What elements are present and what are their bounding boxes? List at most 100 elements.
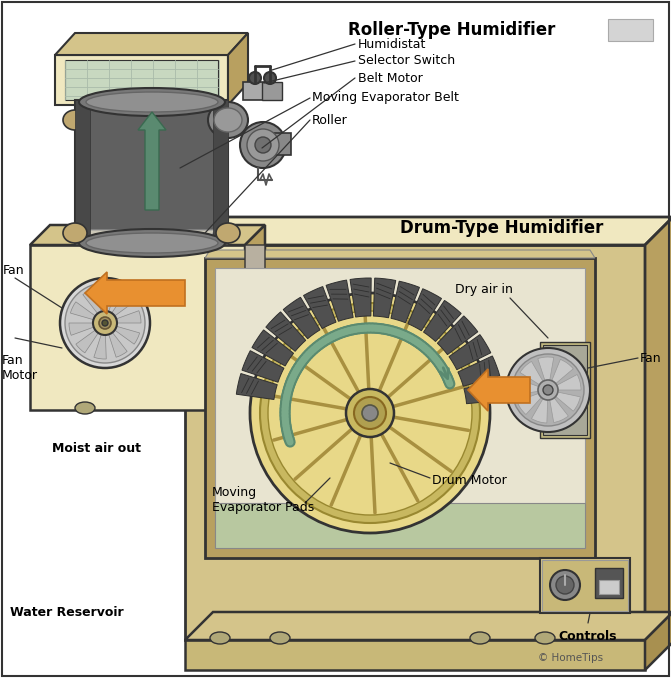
Wedge shape [104, 287, 116, 313]
Polygon shape [185, 640, 645, 670]
Wedge shape [70, 302, 97, 320]
Text: Humidistat: Humidistat [358, 37, 426, 50]
Polygon shape [245, 245, 265, 328]
Wedge shape [458, 356, 500, 386]
Wedge shape [552, 359, 573, 384]
Bar [599, 580, 619, 594]
Text: © HomeTips: © HomeTips [538, 653, 603, 663]
Ellipse shape [65, 283, 145, 363]
Text: Moving Evaporator Belt: Moving Evaporator Belt [312, 92, 459, 104]
Ellipse shape [506, 348, 590, 432]
Wedge shape [94, 332, 106, 359]
Ellipse shape [556, 576, 574, 594]
Polygon shape [55, 33, 248, 55]
Ellipse shape [86, 92, 218, 112]
Polygon shape [55, 55, 228, 105]
Ellipse shape [210, 632, 230, 644]
Polygon shape [65, 60, 218, 100]
Polygon shape [75, 100, 90, 245]
Polygon shape [30, 245, 245, 410]
Wedge shape [69, 323, 95, 336]
Ellipse shape [346, 389, 394, 437]
Wedge shape [557, 374, 581, 390]
Text: Roller: Roller [312, 113, 348, 127]
Ellipse shape [63, 110, 87, 130]
Polygon shape [205, 258, 595, 558]
Wedge shape [83, 289, 102, 315]
Ellipse shape [250, 293, 490, 533]
Text: Moist air out: Moist air out [52, 441, 141, 454]
Ellipse shape [543, 385, 553, 395]
Polygon shape [205, 250, 595, 258]
Wedge shape [556, 392, 580, 412]
Bar [543, 345, 587, 435]
Text: Belt Motor: Belt Motor [358, 71, 423, 85]
Polygon shape [185, 245, 645, 640]
Text: Fan
Motor: Fan Motor [2, 354, 38, 382]
Ellipse shape [208, 102, 248, 138]
Bar [542, 560, 628, 611]
Wedge shape [114, 311, 141, 323]
Wedge shape [373, 278, 396, 318]
Polygon shape [245, 225, 265, 410]
Wedge shape [550, 398, 568, 422]
Wedge shape [283, 297, 320, 339]
Polygon shape [215, 503, 585, 548]
Text: Fan: Fan [3, 264, 25, 277]
Wedge shape [326, 280, 353, 321]
Text: Selector Switch: Selector Switch [358, 54, 455, 68]
Wedge shape [515, 379, 539, 395]
Text: Drum Motor: Drum Motor [432, 473, 507, 487]
Wedge shape [76, 329, 99, 353]
Ellipse shape [535, 632, 555, 644]
Polygon shape [213, 100, 228, 245]
Wedge shape [464, 379, 505, 403]
Ellipse shape [255, 137, 271, 153]
Wedge shape [350, 278, 371, 317]
Wedge shape [537, 357, 554, 380]
Wedge shape [242, 351, 284, 382]
Polygon shape [185, 217, 671, 245]
Ellipse shape [470, 632, 490, 644]
Wedge shape [252, 330, 294, 366]
Ellipse shape [99, 317, 111, 329]
Ellipse shape [60, 278, 150, 368]
Ellipse shape [214, 108, 242, 132]
Wedge shape [108, 331, 127, 357]
Wedge shape [520, 361, 543, 384]
Bar [540, 342, 590, 438]
Text: Fan: Fan [640, 351, 662, 365]
Bar [263, 133, 291, 155]
Wedge shape [517, 393, 541, 414]
Wedge shape [449, 335, 491, 370]
FancyArrow shape [85, 272, 185, 314]
Ellipse shape [538, 380, 558, 400]
Wedge shape [111, 293, 134, 317]
Ellipse shape [270, 632, 290, 644]
Text: Dry air in: Dry air in [455, 283, 513, 296]
Ellipse shape [249, 72, 261, 84]
Bar [262, 82, 282, 100]
Wedge shape [437, 316, 478, 355]
Bar [243, 82, 268, 100]
Text: Controls: Controls [558, 629, 617, 643]
Bar [540, 558, 630, 613]
Polygon shape [75, 100, 228, 245]
FancyArrow shape [468, 369, 530, 411]
Ellipse shape [260, 303, 480, 523]
Bar [595, 568, 623, 598]
Polygon shape [228, 33, 248, 105]
Text: Water Reservoir: Water Reservoir [10, 607, 123, 620]
Ellipse shape [550, 570, 580, 600]
Ellipse shape [240, 122, 286, 168]
Polygon shape [645, 612, 671, 670]
Wedge shape [408, 289, 442, 331]
Polygon shape [215, 268, 585, 548]
Ellipse shape [247, 129, 279, 161]
Ellipse shape [79, 229, 225, 257]
Ellipse shape [63, 223, 87, 243]
Wedge shape [303, 287, 336, 329]
Ellipse shape [93, 311, 117, 335]
Text: Drum-Type Humidifier: Drum-Type Humidifier [400, 219, 603, 237]
Ellipse shape [264, 72, 276, 84]
